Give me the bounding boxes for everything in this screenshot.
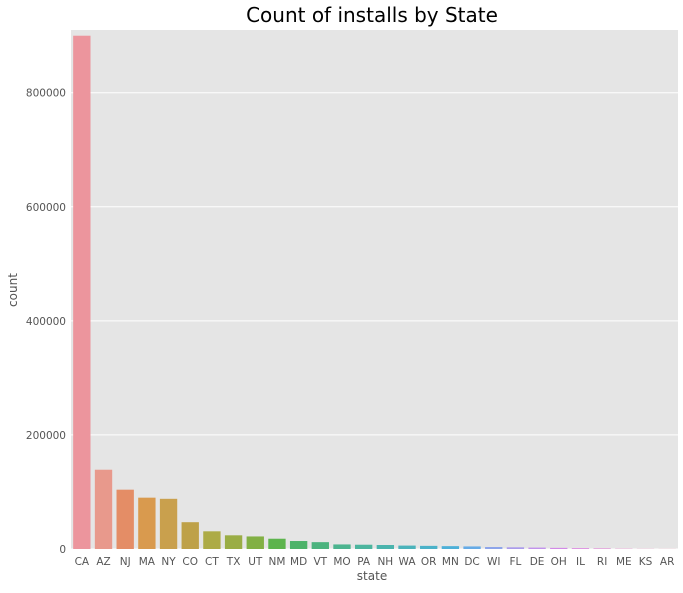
x-tick-label: FL (509, 556, 521, 568)
bar-md (290, 541, 307, 549)
y-tick-label: 400000 (26, 316, 66, 328)
plot-background (71, 30, 678, 549)
y-tick-label: 600000 (26, 202, 66, 214)
y-axis-ticks: 0 200000 400000 600000 800000 (26, 88, 66, 556)
bar-az (95, 470, 112, 549)
bar-ca (73, 36, 90, 549)
bar-mn (442, 546, 459, 549)
x-tick-label: NY (161, 556, 176, 568)
x-tick-label: CA (75, 556, 90, 568)
x-tick-label: NH (377, 556, 393, 568)
x-tick-label: WA (399, 556, 417, 568)
x-tick-label: OR (421, 556, 437, 568)
x-tick-label: DE (530, 556, 545, 568)
y-tick-label: 800000 (26, 88, 66, 100)
bar-fl (507, 547, 524, 549)
chart-title: Count of installs by State (246, 3, 498, 27)
x-tick-label: AR (660, 556, 674, 568)
x-tick-label: AZ (96, 556, 110, 568)
bar-nh (377, 545, 394, 549)
x-tick-label: MN (442, 556, 459, 568)
x-tick-label: KS (639, 556, 653, 568)
bar-de (528, 548, 545, 549)
x-tick-label: WI (487, 556, 500, 568)
bar-pa (355, 545, 372, 549)
bar-tx (225, 535, 242, 549)
y-axis-label: count (6, 273, 20, 307)
bar-ri (593, 548, 610, 549)
x-tick-label: NM (268, 556, 285, 568)
x-tick-label: VT (313, 556, 327, 568)
bar-ct (203, 531, 220, 549)
x-tick-label: MA (139, 556, 156, 568)
x-axis-label: state (357, 569, 387, 583)
x-tick-label: OH (551, 556, 567, 568)
bar-il (572, 548, 589, 549)
bar-wi (485, 547, 502, 549)
x-tick-label: MD (290, 556, 307, 568)
bar-oh (550, 548, 567, 549)
bar-co (182, 522, 199, 549)
bar-or (420, 546, 437, 549)
x-tick-label: CO (182, 556, 198, 568)
y-tick-label: 0 (59, 544, 66, 556)
bar-ut (247, 536, 264, 549)
x-tick-label: IL (576, 556, 585, 568)
bar-vt (312, 542, 329, 549)
bar-nj (117, 490, 134, 549)
x-tick-label: UT (248, 556, 263, 568)
bar-ma (138, 498, 155, 549)
bar-wa (398, 546, 415, 549)
bar-dc (463, 546, 480, 549)
x-tick-label: PA (357, 556, 371, 568)
x-tick-label: ME (616, 556, 632, 568)
x-tick-label: NJ (120, 556, 131, 568)
x-tick-label: DC (464, 556, 479, 568)
bar-mo (333, 544, 350, 549)
bar-nm (268, 539, 285, 549)
y-tick-label: 200000 (26, 430, 66, 442)
x-axis-ticks: CA AZ NJ MA NY CO CT TX UT NM MD VT MO PA NH WA OR MN DC WI… (75, 556, 675, 568)
x-tick-label: TX (226, 556, 241, 568)
x-tick-label: CT (205, 556, 219, 568)
x-tick-label: MO (333, 556, 350, 568)
x-tick-label: RI (597, 556, 607, 568)
bar-ny (160, 499, 177, 549)
